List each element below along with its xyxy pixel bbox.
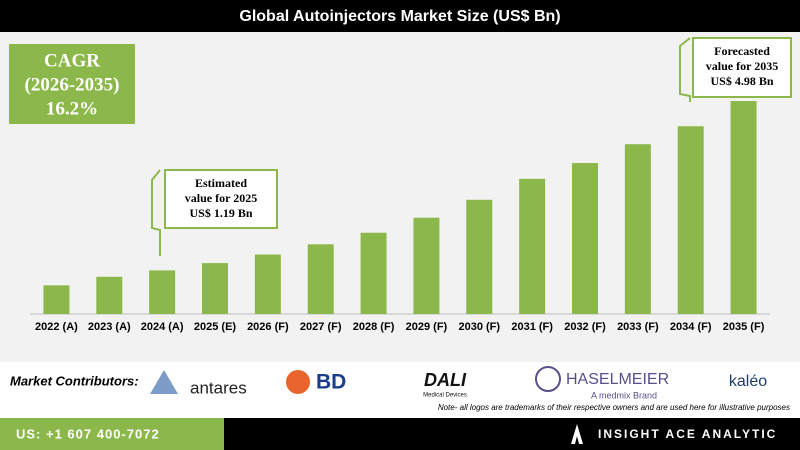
x-tick-label: 2033 (F) (617, 321, 659, 333)
brand: INSIGHT ACE ANALYTIC (598, 427, 777, 441)
logo-haselmeier-sub: A medmix Brand (591, 390, 657, 400)
cagr-period: (2026-2035) (25, 74, 120, 95)
bar (413, 217, 440, 314)
bar (360, 232, 387, 314)
cagr-label: CAGR (44, 50, 100, 71)
estimated-text: Estimated (195, 176, 247, 190)
bar (96, 276, 123, 314)
forecasted-text: US$ 4.98 Bn (710, 74, 773, 88)
bar (149, 270, 176, 314)
title-bar (0, 0, 800, 32)
x-tick-label: 2022 (A) (35, 321, 78, 333)
bar (307, 244, 334, 314)
bar (202, 263, 228, 314)
logo-kaleo: kaléo (729, 373, 767, 390)
estimated-pointer (151, 169, 161, 256)
x-tick-label: 2029 (F) (406, 321, 448, 333)
antares-icon (150, 370, 178, 394)
bar (572, 163, 598, 314)
x-tick-label: 2032 (F) (564, 321, 606, 333)
x-tick-label: 2024 (A) (141, 321, 184, 333)
logo-antares: antares (190, 378, 247, 397)
forecasted-text: Forecasted (714, 44, 770, 58)
estimated-text: US$ 1.19 Bn (189, 206, 252, 220)
x-tick-label: 2026 (F) (247, 321, 289, 333)
bar (254, 254, 281, 314)
bar (519, 178, 546, 314)
forecasted-text: value for 2035 (706, 59, 778, 73)
logo-bd: BD (316, 371, 346, 394)
forecasted-pointer (679, 37, 691, 102)
estimated-text: value for 2025 (185, 191, 257, 205)
contributors-label: Market Contributors: (10, 373, 139, 388)
chart-title: Global Autoinjectors Market Size (US$ Bn… (239, 8, 560, 25)
brand-icon (571, 424, 583, 444)
x-tick-label: 2030 (F) (458, 321, 500, 333)
x-tick-label: 2028 (F) (353, 321, 395, 333)
bar (730, 101, 757, 314)
bar (43, 285, 70, 314)
phone-bar (0, 418, 224, 450)
logo-haselmeier: HASELMEIER (566, 371, 669, 388)
x-tick-label: 2031 (F) (511, 321, 553, 333)
bd-icon (286, 370, 310, 394)
x-tick-label: 2027 (F) (300, 321, 342, 333)
x-tick-label: 2035 (F) (723, 321, 765, 333)
logo-dali-sub: Medical Devices (423, 393, 467, 399)
logo-dali: DALI (424, 370, 467, 390)
estimated-box (164, 169, 278, 229)
note: Note- all logos are trademarks of their … (438, 403, 790, 412)
x-tick-label: 2023 (A) (88, 321, 131, 333)
forecasted-box (692, 37, 792, 98)
x-tick-label: 2034 (F) (670, 321, 712, 333)
bar (624, 144, 651, 314)
haselmeier-icon (535, 366, 561, 392)
cagr-value: 16.2% (46, 98, 98, 119)
phone: US: +1 607 400-7072 (16, 426, 160, 441)
x-tick-label: 2025 (E) (194, 321, 237, 333)
bar (466, 199, 493, 314)
bar (677, 126, 704, 314)
cagr-box (9, 44, 135, 124)
